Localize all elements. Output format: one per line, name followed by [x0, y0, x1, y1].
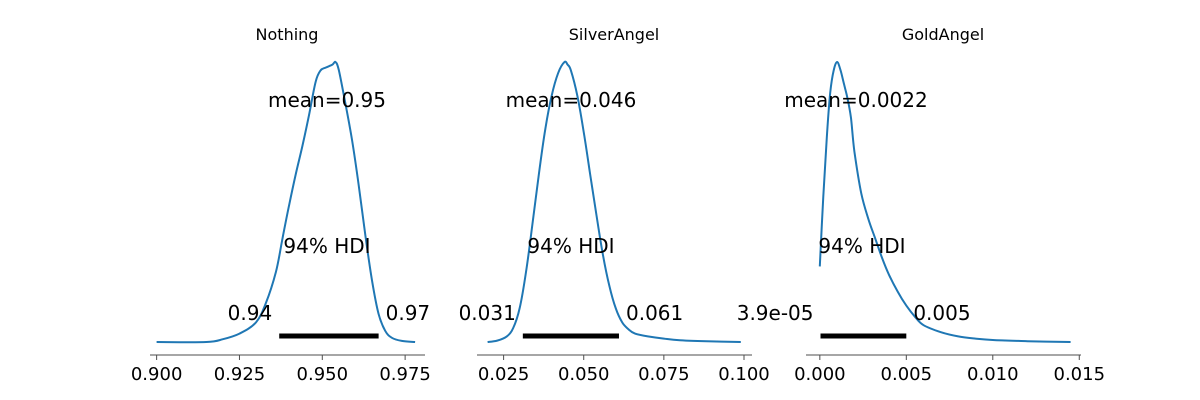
mean-label: mean=0.046	[506, 88, 637, 112]
panel-title: GoldAngel	[902, 25, 984, 44]
x-tick-label: 0.100	[718, 364, 770, 385]
mean-label: mean=0.0022	[784, 88, 927, 112]
x-tick-label: 0.900	[131, 364, 183, 385]
x-tick-label: 0.050	[558, 364, 610, 385]
x-axis-ticks: 0.900 0.925 0.950 0.975	[131, 355, 431, 385]
hdi-high-label: 0.061	[626, 301, 683, 325]
hdi-high-label: 0.97	[386, 301, 431, 325]
panel-title: SilverAngel	[569, 25, 659, 44]
x-tick-label: 0.975	[379, 364, 431, 385]
x-tick-label: 0.005	[881, 364, 933, 385]
panel-goldangel: GoldAngel mean=0.0022 94% HDI 3.9e-05 0.…	[737, 25, 1105, 385]
x-tick-label: 0.000	[794, 364, 846, 385]
x-axis-ticks: 0.025 0.050 0.075 0.100	[478, 355, 770, 385]
density-curve	[487, 60, 741, 343]
x-axis-ticks: 0.000 0.005 0.010 0.015	[794, 355, 1105, 385]
panel-nothing: Nothing mean=0.95 94% HDI 0.94 0.97 0.90…	[131, 25, 431, 385]
x-tick-label: 0.075	[638, 364, 690, 385]
mean-label: mean=0.95	[268, 88, 386, 112]
hdi-label: 94% HDI	[818, 234, 905, 258]
hdi-label: 94% HDI	[283, 234, 370, 258]
hdi-low-label: 0.031	[459, 301, 516, 325]
density-curve	[818, 61, 1071, 343]
hdi-high-label: 0.005	[913, 301, 970, 325]
density-curve	[156, 60, 416, 344]
hdi-low-label: 0.94	[228, 301, 273, 325]
x-tick-label: 0.015	[1054, 364, 1106, 385]
x-tick-label: 0.950	[297, 364, 349, 385]
hdi-low-label: 3.9e-05	[737, 301, 814, 325]
panel-silverangel: SilverAngel mean=0.046 94% HDI 0.031 0.0…	[459, 25, 770, 385]
hdi-label: 94% HDI	[527, 234, 614, 258]
panel-title: Nothing	[256, 25, 319, 44]
x-tick-label: 0.025	[478, 364, 530, 385]
x-tick-label: 0.925	[214, 364, 266, 385]
x-tick-label: 0.010	[967, 364, 1019, 385]
